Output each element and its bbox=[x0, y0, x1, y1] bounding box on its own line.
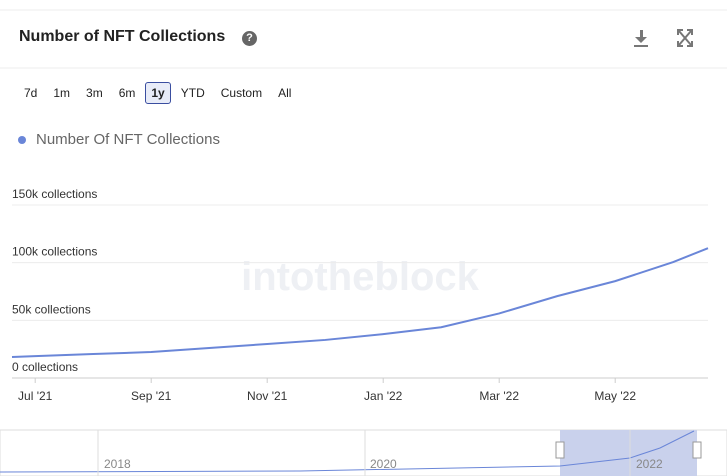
legend-marker bbox=[18, 135, 26, 144]
watermark: intotheblock bbox=[241, 255, 480, 299]
y-tick-label: 150k collections bbox=[12, 187, 97, 201]
data-line bbox=[11, 247, 709, 359]
y-tick-label: 50k collections bbox=[12, 302, 91, 316]
range-button[interactable]: 3m bbox=[86, 86, 103, 100]
fullscreen-icon[interactable] bbox=[677, 29, 693, 47]
range-button[interactable]: 1m bbox=[53, 86, 71, 100]
help-icon[interactable]: ? bbox=[242, 31, 257, 46]
range-buttons: 7d 1m 3m 6m 1y YTD Custom All bbox=[18, 82, 297, 104]
download-icon[interactable] bbox=[634, 30, 648, 47]
range-button[interactable]: 6m bbox=[118, 86, 136, 100]
legend-label[interactable]: Number Of NFT Collections bbox=[36, 131, 220, 148]
navigator-label: 2022 bbox=[636, 457, 663, 471]
x-tick-label: Jan '22 bbox=[364, 389, 403, 403]
navigator-handle[interactable] bbox=[692, 441, 702, 459]
navigator-line bbox=[0, 430, 695, 473]
range-button[interactable]: Custom bbox=[220, 86, 263, 100]
range-button[interactable]: 1y bbox=[145, 82, 171, 104]
x-tick-label: Mar '22 bbox=[479, 389, 519, 403]
x-tick-label: Sep '21 bbox=[131, 389, 172, 403]
range-button[interactable]: 7d bbox=[24, 86, 38, 100]
navigator-handle[interactable] bbox=[555, 441, 565, 459]
legend: Number Of NFT Collections bbox=[18, 131, 220, 148]
y-tick-label: 100k collections bbox=[12, 245, 97, 259]
x-tick-label: Jul '21 bbox=[18, 389, 53, 403]
y-tick-label: 0 collections bbox=[12, 360, 78, 374]
range-button[interactable]: All bbox=[278, 86, 292, 100]
x-tick-label: May '22 bbox=[594, 389, 636, 403]
title: Number of NFT Collections bbox=[19, 28, 226, 45]
range-button[interactable]: YTD bbox=[180, 86, 205, 100]
navigator-label: 2020 bbox=[370, 457, 397, 471]
x-tick-label: Nov '21 bbox=[247, 389, 288, 403]
navigator-label: 2018 bbox=[104, 457, 131, 471]
navigator-selection[interactable] bbox=[560, 430, 697, 476]
